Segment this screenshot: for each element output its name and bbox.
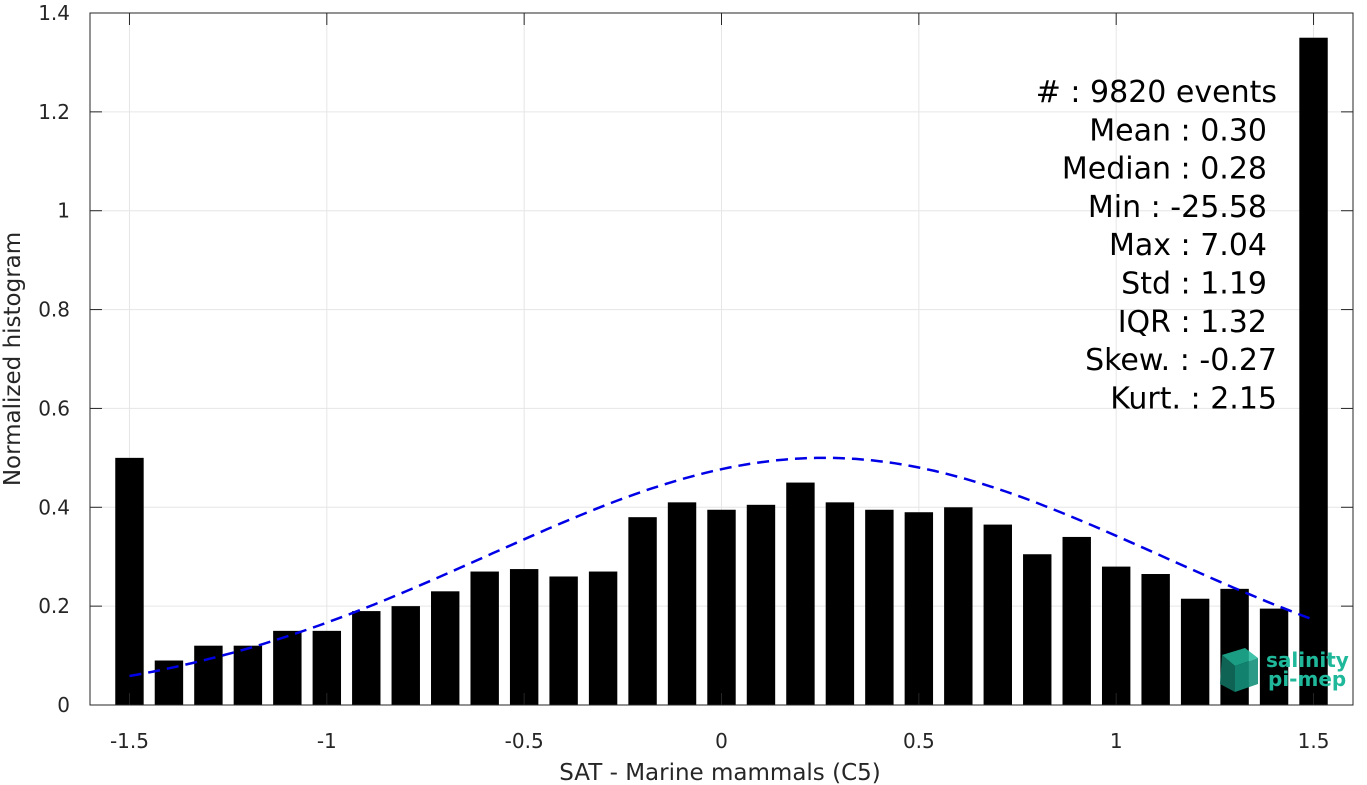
- stat-line-2: Median : 0.28: [1062, 152, 1267, 187]
- x-tick-label-0: -1.5: [110, 729, 149, 753]
- bar-18: [825, 502, 855, 705]
- x-tick-label-5: 1: [1110, 729, 1123, 753]
- bar-2: [194, 645, 223, 705]
- bar-26: [1141, 574, 1170, 705]
- x-tick-label-1: -1: [317, 729, 337, 753]
- y-axis-label: Normalized histogram: [0, 232, 26, 486]
- x-tick-label-4: 0.5: [903, 729, 935, 753]
- logo-cube-icon: [1220, 648, 1258, 692]
- y-axis-ticks: 0 0.2 0.4 0.6 0.8 1 1.2 1.4: [38, 1, 1353, 717]
- bar-21: [944, 507, 973, 705]
- stat-line-1: Mean : 0.30: [1089, 113, 1267, 148]
- x-tick-label-2: -0.5: [505, 729, 544, 753]
- bar-30: [1299, 37, 1328, 705]
- x-axis-ticks: -1.5 -1 -0.5 0 0.5 1 1.5: [110, 13, 1329, 753]
- histogram-bars: [115, 37, 1328, 705]
- salinity-pi-mep-logo: salinity pi-mep: [1220, 648, 1349, 692]
- bar-24: [1062, 536, 1091, 705]
- y-tick-label-0: 0: [57, 693, 70, 717]
- bar-4: [273, 630, 302, 705]
- bar-15: [707, 509, 736, 705]
- logo-line-1: salinity: [1266, 648, 1349, 672]
- y-tick-label-1: 0.2: [38, 594, 70, 618]
- y-tick-label-5: 1: [57, 199, 70, 223]
- fit-curve-line: [129, 456, 1314, 678]
- bar-7: [391, 606, 420, 705]
- bar-20: [904, 512, 934, 705]
- bar-27: [1180, 598, 1210, 705]
- y-tick-label-7: 1.4: [38, 1, 70, 25]
- logo-line-2: pi-mep: [1268, 667, 1346, 691]
- x-tick-label-6: 1.5: [1298, 729, 1330, 753]
- y-tick-label-6: 1.2: [38, 100, 70, 124]
- x-tick-label-3: 0: [715, 729, 728, 753]
- bar-6: [352, 611, 381, 705]
- stat-line-0: # : 9820 events: [1036, 75, 1277, 110]
- stat-line-4: Max : 7.04: [1109, 228, 1267, 263]
- bar-11: [549, 576, 578, 705]
- x-axis-label: SAT - Marine mammals (C5): [559, 760, 881, 785]
- bar-19: [865, 509, 894, 705]
- y-tick-label-3: 0.6: [38, 396, 70, 420]
- stat-line-7: Skew. : -0.27: [1085, 343, 1277, 378]
- bar-23: [1023, 554, 1052, 705]
- stat-line-8: Kurt. : 2.15: [1110, 381, 1277, 416]
- bar-29: [1259, 608, 1289, 705]
- bar-3: [233, 645, 263, 705]
- bar-0: [115, 457, 144, 705]
- bar-25: [1101, 566, 1131, 705]
- normal-fit-curve: [129, 456, 1314, 678]
- bar-17: [786, 482, 815, 705]
- bar-16: [746, 504, 776, 705]
- y-tick-label-4: 0.8: [38, 298, 70, 322]
- bar-12: [588, 571, 618, 705]
- grid-lines: [90, 12, 1353, 706]
- stat-line-5: Std : 1.19: [1121, 267, 1267, 302]
- bar-5: [312, 630, 342, 705]
- stat-line-6: IQR : 1.32: [1118, 305, 1267, 340]
- y-tick-label-2: 0.4: [38, 495, 70, 519]
- bar-8: [431, 591, 460, 705]
- bar-13: [628, 517, 657, 705]
- bar-10: [509, 569, 539, 705]
- bar-9: [470, 571, 499, 705]
- bar-22: [983, 524, 1012, 705]
- bar-14: [667, 502, 697, 705]
- stat-line-3: Min : -25.58: [1088, 190, 1267, 225]
